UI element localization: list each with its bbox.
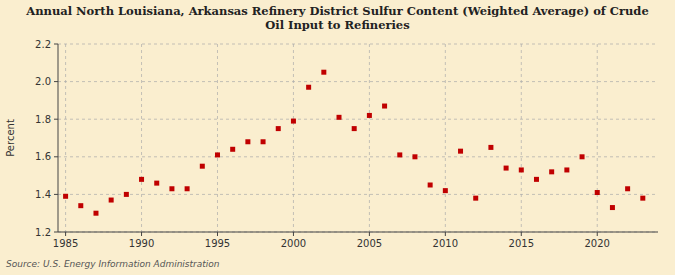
tick-label-y: 1.4 (35, 189, 51, 200)
grid-line-x (445, 44, 446, 232)
chart: Annual North Louisiana, Arkansas Refiner… (0, 0, 675, 275)
grid-line-x (521, 44, 522, 232)
point (504, 166, 509, 171)
chart-container: Annual North Louisiana, Arkansas Refiner… (0, 0, 675, 275)
point (261, 139, 266, 144)
point (230, 147, 235, 152)
point (169, 186, 174, 191)
tick-label-x: 2005 (357, 238, 382, 249)
x-axis-line (58, 232, 658, 233)
tick-y (54, 194, 58, 195)
grid (58, 44, 658, 232)
grid-line-y (58, 81, 658, 82)
tick-y (54, 156, 58, 157)
axes: 1.2 1.4 1.6 1.8 2.0 2.2 1985 1990 1995 2000 2005 20… (35, 39, 658, 250)
tick-y (54, 81, 58, 82)
grid-line-x (217, 44, 218, 232)
point (412, 154, 417, 159)
tick-label-x: 2000 (281, 238, 306, 249)
point (580, 154, 585, 159)
point (367, 113, 372, 118)
point (109, 198, 114, 203)
tick-x (65, 232, 66, 236)
point (428, 183, 433, 188)
point (291, 119, 296, 124)
grid-line-x (141, 44, 142, 232)
tick-label-y: 2.2 (35, 39, 51, 50)
grid-line-y (58, 232, 658, 233)
points (63, 70, 645, 216)
point (78, 203, 83, 208)
tick-label-x: 1990 (129, 238, 154, 249)
point (200, 164, 205, 169)
y-axis-label: Percent (5, 119, 16, 157)
grid-line-x (293, 44, 294, 232)
grid-line-x (597, 44, 598, 232)
grid-line-y (58, 156, 658, 157)
tick-label-x: 1995 (205, 238, 230, 249)
point (519, 167, 524, 172)
tick-label-x: 2010 (433, 238, 458, 249)
grid-line-y (58, 119, 658, 120)
tick-label-y: 2.0 (35, 76, 51, 87)
point (625, 186, 630, 191)
point (93, 211, 98, 216)
point (534, 177, 539, 182)
point (124, 192, 129, 197)
point (382, 104, 387, 109)
point (154, 181, 159, 186)
point (185, 186, 190, 191)
point (640, 196, 645, 201)
grid-line-x (369, 44, 370, 232)
point (458, 149, 463, 154)
point (595, 190, 600, 195)
grid-line-y (58, 44, 658, 45)
tick-y (54, 44, 58, 45)
point (549, 169, 554, 174)
tick-label-x: 1985 (53, 238, 78, 249)
point (473, 196, 478, 201)
tick-x (369, 232, 370, 236)
tick-x (445, 232, 446, 236)
point (610, 205, 615, 210)
point (352, 126, 357, 131)
point (139, 177, 144, 182)
point (215, 152, 220, 157)
annotation: Source: U.S. Energy Information Administ… (6, 259, 220, 269)
point (488, 145, 493, 150)
tick-x (293, 232, 294, 236)
y-axis-line (58, 44, 59, 232)
tick-x (597, 232, 598, 236)
tick-y (54, 119, 58, 120)
point (321, 70, 326, 75)
tick-label-y: 1.2 (35, 227, 51, 238)
tick-x (141, 232, 142, 236)
tick-label-x: 2015 (509, 238, 534, 249)
tick-label-y: 1.8 (35, 114, 51, 125)
point (306, 85, 311, 90)
grid-line-y (58, 194, 658, 195)
tick-label-x: 2020 (585, 238, 610, 249)
grid-line-x (65, 44, 66, 232)
point (63, 194, 68, 199)
point (337, 115, 342, 120)
tick-label-y: 1.6 (35, 151, 51, 162)
point (397, 152, 402, 157)
point (245, 139, 250, 144)
tick-x (521, 232, 522, 236)
point (276, 126, 281, 131)
tick-x (217, 232, 218, 236)
point (443, 188, 448, 193)
tick-y (54, 232, 58, 233)
point (564, 167, 569, 172)
title: Annual North Louisiana, Arkansas Refiner… (25, 4, 648, 32)
